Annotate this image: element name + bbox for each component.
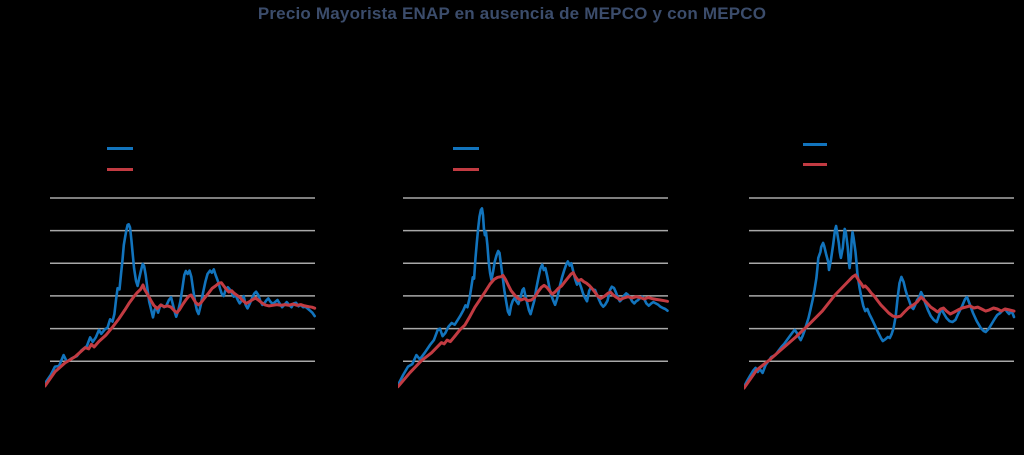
legend-line-swatch-red bbox=[453, 168, 479, 171]
legend-line-swatch-blue bbox=[453, 147, 479, 150]
legend-line-swatch-red bbox=[107, 168, 133, 171]
legend-line-swatch-blue bbox=[803, 143, 827, 146]
chart-panel-2 bbox=[398, 197, 669, 389]
series-line-red bbox=[744, 273, 1016, 390]
series-line-red bbox=[45, 281, 317, 388]
legend-panel-1 bbox=[0, 0, 133, 171]
legend-line-swatch-blue bbox=[107, 147, 133, 150]
chart-panel-3 bbox=[744, 197, 1016, 390]
chart-title: Precio Mayorista ENAP en ausencia de MEP… bbox=[257, 4, 767, 23]
series-line-blue bbox=[45, 222, 317, 385]
legend-line-swatch-red bbox=[803, 163, 827, 166]
legend-group-2 bbox=[453, 146, 483, 176]
series-line-blue bbox=[744, 224, 1016, 389]
legend-group-1 bbox=[107, 146, 137, 176]
series-line-red bbox=[398, 271, 669, 389]
legend-group-3 bbox=[803, 142, 833, 172]
chart-panel-1 bbox=[45, 197, 317, 388]
